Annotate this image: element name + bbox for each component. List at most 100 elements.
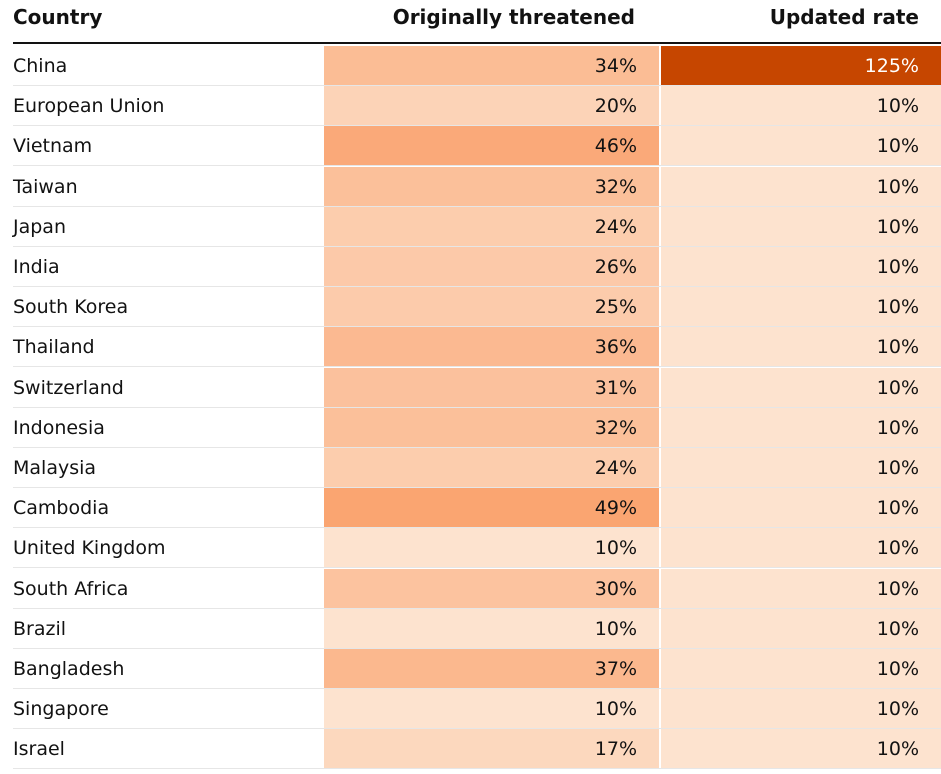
country-name: Vietnam xyxy=(13,135,93,158)
original-rate-cell: 24% xyxy=(324,206,659,246)
updated-rate-cell: 10% xyxy=(661,568,941,608)
original-rate-cell: 10% xyxy=(324,608,659,648)
original-rate-value: 26% xyxy=(594,256,637,278)
row-divider xyxy=(13,366,941,368)
updated-rate-value: 10% xyxy=(876,698,919,721)
updated-rate-value: 10% xyxy=(876,135,919,158)
original-rate-cell: 32% xyxy=(324,407,659,447)
original-rate-value: 36% xyxy=(594,336,637,359)
original-rate-value: 37% xyxy=(594,658,637,680)
row-divider xyxy=(13,647,941,649)
country-name: United Kingdom xyxy=(13,537,166,560)
table-row: Israel 17% 10% xyxy=(0,729,941,770)
table-row: China 34% 125% xyxy=(0,46,941,86)
original-rate-value: 24% xyxy=(594,215,637,238)
original-rate-value: 24% xyxy=(594,457,637,479)
table-row: United Kingdom 10% 10% xyxy=(0,528,941,569)
row-divider xyxy=(13,85,941,86)
country-name: Israel xyxy=(13,738,65,761)
original-rate-cell: 24% xyxy=(324,448,659,487)
row-divider xyxy=(13,567,941,569)
updated-rate-value: 10% xyxy=(876,537,919,560)
row-divider xyxy=(13,125,941,127)
country-name: India xyxy=(13,256,60,278)
original-rate-value: 10% xyxy=(594,698,637,721)
updated-rate-cell: 10% xyxy=(661,166,941,206)
country-name: Japan xyxy=(13,215,66,238)
updated-rate-value: 10% xyxy=(876,658,919,680)
updated-rate-value: 10% xyxy=(876,215,919,238)
row-divider xyxy=(13,406,941,408)
country-name: Bangladesh xyxy=(13,658,125,680)
country-name: Thailand xyxy=(13,336,95,359)
country-name: Malaysia xyxy=(13,457,97,479)
table-row: Cambodia 49% 10% xyxy=(0,488,941,529)
row-divider xyxy=(13,728,941,730)
row-divider xyxy=(13,607,941,609)
row-divider xyxy=(13,165,941,167)
original-rate-cell: 20% xyxy=(324,86,659,126)
original-rate-value: 46% xyxy=(594,135,637,158)
country-name: Indonesia xyxy=(13,416,105,439)
original-rate-cell: 36% xyxy=(324,327,659,367)
header-updated-rate: Updated rate xyxy=(769,5,919,29)
updated-rate-cell: 10% xyxy=(661,407,941,447)
table-row: India 26% 10% xyxy=(0,247,941,287)
updated-rate-cell: 10% xyxy=(661,126,941,166)
country-name: European Union xyxy=(13,95,165,118)
country-name: Taiwan xyxy=(13,175,78,198)
updated-rate-value: 10% xyxy=(876,336,919,359)
country-name: South Africa xyxy=(13,577,129,600)
updated-rate-value: 10% xyxy=(876,457,919,479)
table-row: Japan 24% 10% xyxy=(0,206,941,247)
updated-rate-cell: 10% xyxy=(661,729,941,769)
country-name: Singapore xyxy=(13,698,109,721)
header-originally-threatened: Originally threatened xyxy=(392,5,635,29)
table-row: South Korea 25% 10% xyxy=(0,287,941,328)
row-divider xyxy=(13,446,941,448)
table-row: European Union 20% 10% xyxy=(0,86,941,127)
updated-rate-value: 10% xyxy=(876,296,919,319)
table-row: Thailand 36% 10% xyxy=(0,327,941,368)
table-row: Taiwan 32% 10% xyxy=(0,166,941,207)
original-rate-value: 10% xyxy=(594,537,637,560)
updated-rate-value: 125% xyxy=(864,55,919,77)
row-divider xyxy=(13,768,941,770)
original-rate-cell: 25% xyxy=(324,287,659,327)
updated-rate-value: 10% xyxy=(876,738,919,761)
original-rate-value: 31% xyxy=(594,376,637,399)
updated-rate-cell: 10% xyxy=(661,247,941,286)
updated-rate-cell: 10% xyxy=(661,488,941,528)
updated-rate-cell: 10% xyxy=(661,528,941,568)
row-divider xyxy=(13,205,941,207)
original-rate-cell: 37% xyxy=(324,649,659,688)
updated-rate-value: 10% xyxy=(876,175,919,198)
updated-rate-cell: 10% xyxy=(661,327,941,367)
original-rate-cell: 17% xyxy=(324,729,659,769)
row-divider xyxy=(13,245,941,247)
original-rate-cell: 26% xyxy=(324,247,659,286)
updated-rate-cell: 10% xyxy=(661,689,941,729)
updated-rate-cell: 10% xyxy=(661,86,941,126)
country-name: Cambodia xyxy=(13,497,110,520)
updated-rate-value: 10% xyxy=(876,577,919,600)
row-divider xyxy=(13,487,941,488)
updated-rate-cell: 10% xyxy=(661,206,941,246)
original-rate-value: 25% xyxy=(594,296,637,319)
updated-rate-value: 10% xyxy=(876,256,919,278)
table-row: Brazil 10% 10% xyxy=(0,608,941,649)
header-country: Country xyxy=(13,5,103,29)
updated-rate-value: 10% xyxy=(876,416,919,439)
updated-rate-cell: 10% xyxy=(661,287,941,327)
original-rate-cell: 10% xyxy=(324,689,659,729)
original-rate-value: 32% xyxy=(594,416,637,439)
updated-rate-value: 10% xyxy=(876,497,919,520)
row-divider xyxy=(13,286,941,287)
country-name: South Korea xyxy=(13,296,129,319)
updated-rate-cell: 10% xyxy=(661,367,941,407)
table-row: Indonesia 32% 10% xyxy=(0,407,941,448)
row-divider xyxy=(13,527,941,529)
country-name: China xyxy=(13,55,68,77)
updated-rate-value: 10% xyxy=(876,376,919,399)
original-rate-value: 34% xyxy=(594,55,637,77)
